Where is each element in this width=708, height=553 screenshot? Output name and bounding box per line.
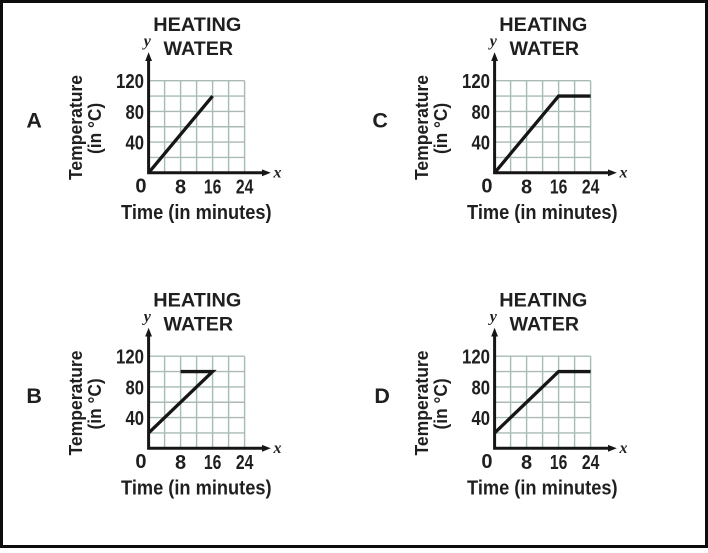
svg-text:y: y: [142, 309, 152, 326]
svg-text:WATER: WATER: [510, 39, 580, 60]
svg-text:80: 80: [472, 102, 491, 124]
svg-text:16: 16: [204, 452, 222, 474]
svg-text:0: 0: [135, 451, 146, 473]
svg-text:24: 24: [582, 452, 600, 474]
svg-text:A: A: [26, 109, 42, 133]
svg-text:Time (in minutes): Time (in minutes): [467, 202, 618, 224]
svg-text:40: 40: [472, 408, 491, 430]
svg-text:Temperature: Temperature: [66, 75, 86, 180]
svg-text:Time (in minutes): Time (in minutes): [467, 478, 618, 500]
svg-text:Temperature: Temperature: [412, 75, 432, 180]
svg-text:WATER: WATER: [164, 39, 234, 60]
svg-text:40: 40: [126, 133, 145, 155]
svg-text:8: 8: [521, 177, 532, 199]
svg-text:16: 16: [204, 177, 222, 199]
svg-text:24: 24: [582, 177, 600, 199]
svg-text:Time (in minutes): Time (in minutes): [121, 478, 272, 500]
svg-text:24: 24: [236, 452, 254, 474]
svg-text:Time (in minutes): Time (in minutes): [121, 202, 272, 224]
svg-text:(in °C): (in °C): [85, 103, 105, 154]
svg-text:40: 40: [126, 408, 145, 430]
svg-text:Temperature: Temperature: [66, 351, 86, 456]
svg-text:Temperature: Temperature: [412, 351, 432, 456]
svg-text:D: D: [374, 384, 390, 408]
svg-text:80: 80: [472, 377, 491, 399]
svg-text:40: 40: [472, 133, 491, 155]
svg-text:120: 120: [116, 71, 144, 93]
svg-text:x: x: [273, 164, 282, 181]
svg-text:HEATING: HEATING: [499, 291, 587, 312]
svg-text:HEATING: HEATING: [499, 15, 587, 36]
svg-text:HEATING: HEATING: [153, 291, 241, 312]
svg-text:y: y: [488, 309, 498, 326]
svg-text:80: 80: [126, 377, 145, 399]
svg-text:80: 80: [126, 102, 145, 124]
svg-text:C: C: [372, 109, 388, 133]
svg-text:B: B: [26, 384, 42, 408]
svg-text:0: 0: [481, 451, 492, 473]
svg-text:WATER: WATER: [510, 315, 580, 336]
svg-text:120: 120: [462, 347, 490, 369]
svg-text:16: 16: [550, 177, 568, 199]
svg-text:120: 120: [116, 347, 144, 369]
svg-text:16: 16: [550, 452, 568, 474]
svg-text:24: 24: [236, 177, 254, 199]
svg-text:120: 120: [462, 71, 490, 93]
svg-text:8: 8: [521, 452, 532, 474]
svg-text:8: 8: [175, 452, 186, 474]
svg-text:WATER: WATER: [164, 315, 234, 336]
svg-text:x: x: [273, 440, 282, 457]
svg-text:y: y: [488, 33, 498, 50]
svg-text:0: 0: [135, 175, 146, 197]
svg-text:x: x: [619, 440, 628, 457]
svg-text:(in °C): (in °C): [85, 378, 105, 429]
svg-text:(in °C): (in °C): [431, 103, 451, 154]
svg-text:0: 0: [481, 175, 492, 197]
svg-text:x: x: [619, 164, 628, 181]
svg-text:(in °C): (in °C): [431, 378, 451, 429]
svg-text:8: 8: [175, 177, 186, 199]
svg-text:HEATING: HEATING: [153, 15, 241, 36]
svg-text:y: y: [142, 33, 152, 50]
